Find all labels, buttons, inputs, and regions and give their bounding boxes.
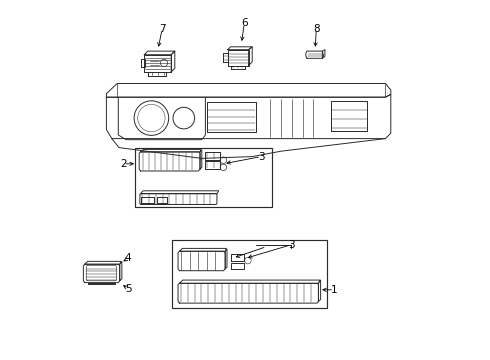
Text: 4: 4 <box>124 253 131 264</box>
Text: 3: 3 <box>288 240 294 250</box>
Text: 7: 7 <box>159 24 166 34</box>
Text: 8: 8 <box>313 24 319 34</box>
Text: 2: 2 <box>120 159 126 169</box>
Bar <box>172 240 327 308</box>
Text: 3: 3 <box>258 152 265 162</box>
Bar <box>135 148 272 207</box>
Text: 5: 5 <box>124 284 131 294</box>
Text: 1: 1 <box>331 285 338 295</box>
Text: 6: 6 <box>241 18 247 28</box>
